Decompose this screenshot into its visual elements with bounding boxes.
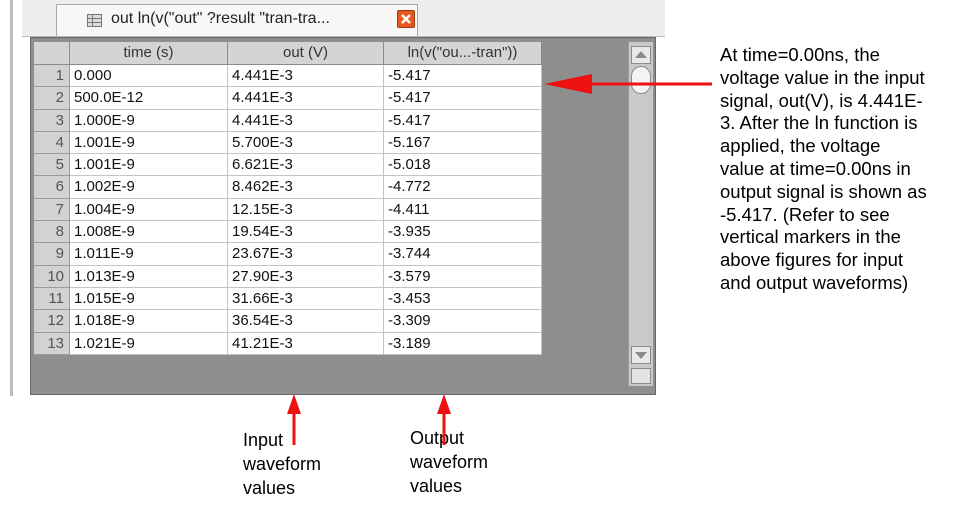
- cell-ln[interactable]: -5.018: [384, 154, 542, 177]
- cell-out[interactable]: 23.67E-3: [228, 243, 384, 266]
- table-row[interactable]: 3 1.000E-9 4.441E-3 -5.417: [34, 109, 542, 132]
- cell-ln[interactable]: -3.579: [384, 265, 542, 288]
- close-icon[interactable]: [397, 10, 415, 28]
- table-row[interactable]: 10 1.013E-9 27.90E-3 -3.579: [34, 265, 542, 288]
- cell-out[interactable]: 4.441E-3: [228, 65, 384, 88]
- annotation-line: applied, the voltage: [720, 135, 881, 157]
- cell-time[interactable]: 1.002E-9: [70, 176, 228, 199]
- annotation-text: At time=0.00ns, the voltage value in the …: [720, 44, 980, 295]
- cell-ln[interactable]: -3.309: [384, 310, 542, 333]
- table-row[interactable]: 5 1.001E-9 6.621E-3 -5.018: [34, 154, 542, 177]
- table-icon: [87, 14, 102, 27]
- cell-out[interactable]: 36.54E-3: [228, 310, 384, 333]
- table-row[interactable]: 9 1.011E-9 23.67E-3 -3.744: [34, 243, 542, 266]
- cell-ln[interactable]: -4.411: [384, 198, 542, 222]
- cell-ln[interactable]: -3.935: [384, 221, 542, 244]
- cell-time[interactable]: 1.015E-9: [70, 287, 228, 311]
- cell-time[interactable]: 1.008E-9: [70, 221, 228, 244]
- cell-ln[interactable]: -3.189: [384, 332, 542, 355]
- table-row[interactable]: 8 1.008E-9 19.54E-3 -3.935: [34, 221, 542, 244]
- cell-out[interactable]: 27.90E-3: [228, 265, 384, 288]
- row-number[interactable]: 5: [34, 154, 70, 177]
- annotation-line: output signal is shown as: [720, 180, 927, 202]
- annotation-line: -5.417. (Refer to see: [720, 203, 890, 225]
- annotation-line: voltage value in the input: [720, 66, 925, 88]
- cell-time[interactable]: 1.004E-9: [70, 198, 228, 222]
- vertical-scrollbar[interactable]: [628, 42, 653, 386]
- row-number[interactable]: 6: [34, 176, 70, 199]
- scroll-down-button[interactable]: [631, 346, 651, 364]
- column-header-time[interactable]: time (s): [70, 42, 228, 65]
- row-number[interactable]: 1: [34, 65, 70, 88]
- tab-label: out ln(v("out" ?result "tran-tra...: [111, 10, 330, 27]
- cell-out[interactable]: 5.700E-3: [228, 131, 384, 155]
- scroll-thumb[interactable]: [631, 66, 651, 94]
- cell-ln[interactable]: -5.417: [384, 65, 542, 88]
- annotation-line: vertical markers in the: [720, 226, 901, 248]
- row-number[interactable]: 2: [34, 87, 70, 110]
- corner-cell: [34, 42, 70, 65]
- input-waveform-label: Input waveform values: [243, 430, 322, 498]
- table-row[interactable]: 2 500.0E-12 4.441E-3 -5.417: [34, 87, 542, 110]
- cell-time[interactable]: 1.001E-9: [70, 131, 228, 155]
- row-number[interactable]: 7: [34, 198, 70, 222]
- cell-time[interactable]: 1.001E-9: [70, 154, 228, 177]
- scrollbar-corner: [631, 368, 651, 384]
- table-row[interactable]: 6 1.002E-9 8.462E-3 -4.772: [34, 176, 542, 199]
- table-row[interactable]: 12 1.018E-9 36.54E-3 -3.309: [34, 310, 542, 333]
- results-window: out ln(v("out" ?result "tran-tra... time…: [10, 0, 665, 396]
- table-row[interactable]: 4 1.001E-9 5.700E-3 -5.167: [34, 131, 542, 155]
- table-row[interactable]: 11 1.015E-9 31.66E-3 -3.453: [34, 287, 542, 311]
- cell-out[interactable]: 12.15E-3: [228, 198, 384, 222]
- row-number[interactable]: 10: [34, 265, 70, 288]
- results-table: time (s) out (V) ln(v("ou...-tran")) 1 0.…: [34, 42, 542, 355]
- row-number[interactable]: 4: [34, 131, 70, 155]
- cell-out[interactable]: 4.441E-3: [228, 109, 384, 132]
- cell-out[interactable]: 6.621E-3: [228, 154, 384, 177]
- table-header: time (s) out (V) ln(v("ou...-tran")): [34, 42, 542, 65]
- cell-time[interactable]: 1.000E-9: [70, 109, 228, 132]
- cell-ln[interactable]: -3.453: [384, 287, 542, 311]
- cell-time[interactable]: 0.000: [70, 65, 228, 88]
- output-waveform-label: Output waveform values: [410, 428, 489, 496]
- cell-time[interactable]: 1.011E-9: [70, 243, 228, 266]
- annotation-line: above figures for input: [720, 249, 904, 271]
- cell-time[interactable]: 500.0E-12: [70, 87, 228, 110]
- annotation-line: and output waveforms): [720, 271, 909, 293]
- table-row[interactable]: 13 1.021E-9 41.21E-3 -3.189: [34, 332, 542, 355]
- annotation-line: 3. After the ln function is: [720, 112, 918, 134]
- scroll-up-button[interactable]: [631, 46, 651, 64]
- annotation-line: signal, out(V), is 4.441E-: [720, 89, 923, 111]
- annotation-line: value at time=0.00ns in: [720, 157, 911, 179]
- column-header-ln[interactable]: ln(v("ou...-tran")): [384, 42, 542, 65]
- annotation-line: At time=0.00ns, the: [720, 44, 880, 65]
- cell-ln[interactable]: -3.744: [384, 243, 542, 266]
- row-number[interactable]: 3: [34, 109, 70, 132]
- tab-strip: out ln(v("out" ?result "tran-tra...: [22, 0, 665, 37]
- cell-out[interactable]: 4.441E-3: [228, 87, 384, 110]
- cell-ln[interactable]: -5.417: [384, 109, 542, 132]
- row-number[interactable]: 8: [34, 221, 70, 244]
- tab-results[interactable]: out ln(v("out" ?result "tran-tra...: [56, 4, 418, 36]
- row-number[interactable]: 11: [34, 287, 70, 311]
- cell-time[interactable]: 1.013E-9: [70, 265, 228, 288]
- cell-out[interactable]: 41.21E-3: [228, 332, 384, 355]
- cell-out[interactable]: 19.54E-3: [228, 221, 384, 244]
- cell-out[interactable]: 8.462E-3: [228, 176, 384, 199]
- window-edge: [10, 0, 13, 396]
- cell-out[interactable]: 31.66E-3: [228, 287, 384, 311]
- table-row[interactable]: 1 0.000 4.441E-3 -5.417: [34, 65, 542, 88]
- column-header-out[interactable]: out (V): [228, 42, 384, 65]
- table-row[interactable]: 7 1.004E-9 12.15E-3 -4.411: [34, 198, 542, 222]
- cell-ln[interactable]: -4.772: [384, 176, 542, 199]
- cell-time[interactable]: 1.021E-9: [70, 332, 228, 355]
- row-number[interactable]: 9: [34, 243, 70, 266]
- cell-ln[interactable]: -5.417: [384, 87, 542, 110]
- cell-time[interactable]: 1.018E-9: [70, 310, 228, 333]
- row-number[interactable]: 13: [34, 332, 70, 355]
- cell-ln[interactable]: -5.167: [384, 131, 542, 155]
- row-number[interactable]: 12: [34, 310, 70, 333]
